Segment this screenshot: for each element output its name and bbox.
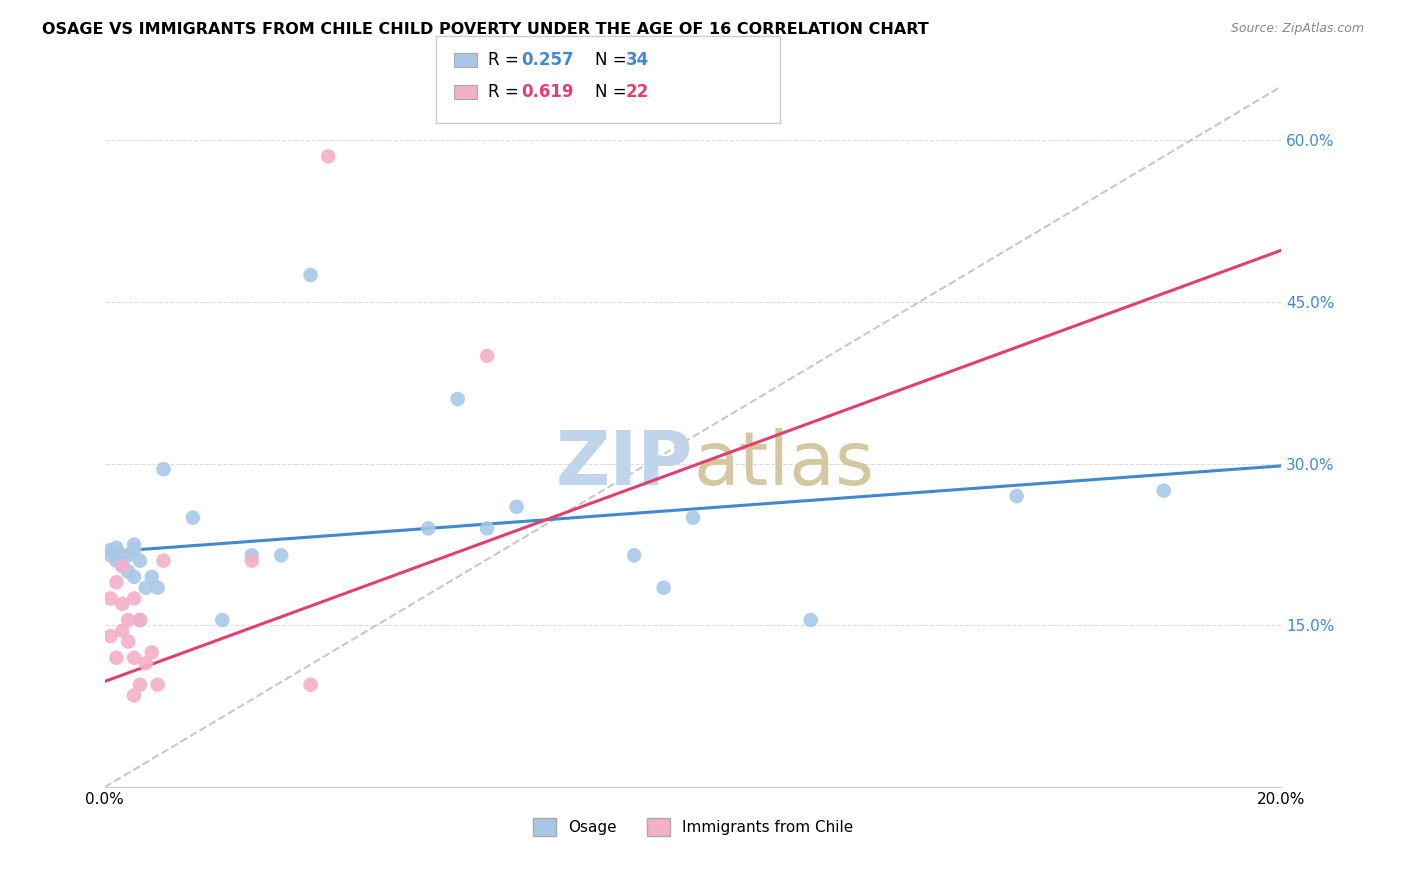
Point bbox=[111, 597, 134, 611]
Point bbox=[270, 549, 292, 563]
Text: R =: R = bbox=[488, 83, 524, 101]
Text: atlas: atlas bbox=[693, 428, 875, 501]
Point bbox=[141, 570, 163, 584]
Point bbox=[129, 554, 152, 568]
Point bbox=[129, 613, 152, 627]
Point bbox=[152, 554, 174, 568]
Point bbox=[1005, 489, 1028, 503]
Point bbox=[240, 554, 263, 568]
Point bbox=[117, 549, 139, 563]
Point bbox=[122, 650, 145, 665]
Text: N =: N = bbox=[595, 83, 631, 101]
Point bbox=[100, 549, 122, 563]
Point bbox=[623, 549, 645, 563]
Point bbox=[105, 650, 128, 665]
Point bbox=[122, 689, 145, 703]
Point bbox=[111, 624, 134, 638]
Legend: Osage, Immigrants from Chile: Osage, Immigrants from Chile bbox=[527, 812, 859, 843]
Text: OSAGE VS IMMIGRANTS FROM CHILE CHILD POVERTY UNDER THE AGE OF 16 CORRELATION CHA: OSAGE VS IMMIGRANTS FROM CHILE CHILD POV… bbox=[42, 22, 929, 37]
Point bbox=[447, 392, 470, 406]
Point bbox=[146, 678, 169, 692]
Point bbox=[800, 613, 823, 627]
Text: 0.619: 0.619 bbox=[522, 83, 574, 101]
Text: ZIP: ZIP bbox=[555, 428, 693, 501]
Point bbox=[129, 678, 152, 692]
Point bbox=[135, 656, 157, 670]
Point bbox=[181, 510, 204, 524]
Point bbox=[105, 541, 128, 555]
Text: 34: 34 bbox=[626, 51, 650, 69]
Point bbox=[240, 549, 263, 563]
Point bbox=[135, 581, 157, 595]
Point bbox=[682, 510, 704, 524]
Text: N =: N = bbox=[595, 51, 631, 69]
Point bbox=[111, 549, 134, 563]
Point bbox=[111, 559, 134, 574]
Point bbox=[117, 613, 139, 627]
Point bbox=[299, 678, 322, 692]
Point bbox=[211, 613, 233, 627]
Point bbox=[122, 591, 145, 606]
Point bbox=[129, 613, 152, 627]
Point bbox=[105, 554, 128, 568]
Point bbox=[652, 581, 675, 595]
Point bbox=[122, 570, 145, 584]
Point bbox=[122, 543, 145, 558]
Point bbox=[141, 645, 163, 659]
Text: 0.257: 0.257 bbox=[522, 51, 574, 69]
Point bbox=[299, 268, 322, 282]
Point bbox=[111, 559, 134, 574]
Point bbox=[111, 549, 134, 563]
Point bbox=[418, 521, 440, 535]
Point bbox=[117, 565, 139, 579]
Point bbox=[100, 591, 122, 606]
Point bbox=[105, 575, 128, 590]
Point bbox=[475, 349, 498, 363]
Point bbox=[146, 581, 169, 595]
Point bbox=[100, 543, 122, 558]
Point bbox=[100, 629, 122, 643]
Text: 22: 22 bbox=[626, 83, 650, 101]
Text: Source: ZipAtlas.com: Source: ZipAtlas.com bbox=[1230, 22, 1364, 36]
Point bbox=[105, 545, 128, 559]
Text: R =: R = bbox=[488, 51, 524, 69]
Point bbox=[475, 521, 498, 535]
Point bbox=[316, 149, 339, 163]
Point bbox=[1153, 483, 1175, 498]
Point bbox=[117, 634, 139, 648]
Point bbox=[152, 462, 174, 476]
Point bbox=[122, 537, 145, 551]
Point bbox=[505, 500, 527, 514]
